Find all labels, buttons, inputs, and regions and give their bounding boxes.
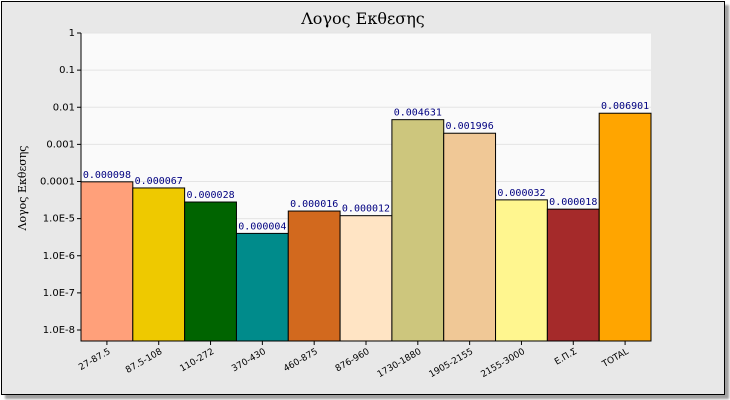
y-tick-label: 0.001	[46, 139, 75, 150]
chart-svg: Λογος Εκθεσης Λογος Εκθεσης 0.0000980.00…	[16, 9, 652, 380]
data-label: 0.000098	[83, 170, 131, 181]
bar	[546, 208, 600, 342]
y-tick-label: 1.0E-6	[43, 251, 75, 262]
bar	[391, 119, 445, 342]
bar	[598, 112, 652, 342]
bars	[80, 112, 652, 342]
x-tick-label: 110-272	[178, 347, 216, 374]
y-tick-label: 0.1	[59, 65, 75, 76]
data-label: 0.000016	[290, 199, 338, 210]
data-label: 0.000028	[186, 190, 234, 201]
data-label: 0.006901	[601, 101, 649, 112]
axes	[77, 32, 651, 345]
chart-title: Λογος Εκθεσης	[300, 9, 425, 28]
y-tick-label: 0.0001	[40, 177, 75, 188]
x-tick-label: 876-960	[334, 347, 372, 375]
data-label: 0.000004	[238, 221, 286, 232]
bar	[339, 215, 393, 342]
data-label: 0.001996	[446, 121, 494, 132]
bar	[495, 199, 548, 342]
y-tick-label: 0.01	[53, 102, 75, 113]
x-tick-label: 370-430	[230, 347, 268, 375]
data-label: 0.000067	[135, 176, 183, 187]
y-tick-label: 1.0E-5	[43, 214, 75, 225]
bar	[184, 201, 237, 342]
y-tick-label: 1.0E-8	[43, 325, 75, 336]
data-label: 0.000032	[497, 188, 545, 199]
bar	[443, 132, 497, 342]
y-tick-label: 1.0E-7	[43, 288, 75, 299]
data-label: 0.000012	[342, 204, 390, 215]
bar	[80, 181, 134, 342]
data-label: 0.000018	[549, 197, 597, 208]
x-tick-labels: 27-87.5 87.5-108 110-272 370-430 460-875 876-…	[77, 347, 630, 380]
bar	[287, 210, 341, 342]
bar	[132, 187, 186, 342]
x-tick-label: 2155-3000	[479, 347, 527, 380]
x-tick-label: 460-875	[282, 347, 320, 374]
x-tick-label: 87.5-108	[124, 347, 164, 376]
x-tick-label: 1905-2155	[428, 347, 475, 380]
chart-frame: Λογος Εκθεσης Λογος Εκθεσης 0.000098 0.00…	[1, 1, 725, 395]
x-tick-label: 27-87.5	[77, 347, 112, 373]
data-label: 0.004631	[394, 108, 442, 119]
x-tick-label: Ε.Π.Σ	[553, 347, 579, 368]
x-tick-label: 1730-1880	[376, 347, 424, 380]
y-tick-labels: 1 0.1 0.01 0.001 0.0001 1.0E-5 1.0E-6 1.0E-7 1.0…	[40, 28, 75, 336]
y-tick-label: 1	[69, 28, 75, 39]
bar	[235, 232, 289, 342]
y-axis-label: Λογος Εκθεσης	[16, 146, 29, 232]
x-tick-label: TOTAL	[600, 347, 631, 370]
